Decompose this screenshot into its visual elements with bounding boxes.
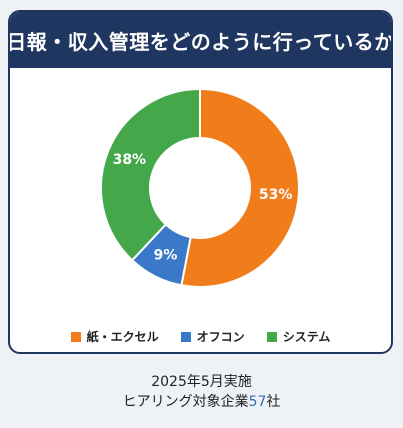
slice-label-system: 38% (113, 152, 147, 168)
legend-label-office-computer: オフコン (196, 330, 245, 344)
legend-item-paper-excel: 紙・エクセル (70, 328, 159, 345)
survey-sample-prefix: ヒアリング対象企業 (122, 394, 249, 410)
chart-legend: 紙・エクセル オフコン システム (10, 328, 391, 345)
chart-title: 日報・収入管理をどのように行っているか (8, 29, 393, 54)
survey-sample: ヒアリング対象企業57社 (0, 392, 403, 412)
slice-system (100, 87, 201, 262)
survey-footer: 2025年5月実施 ヒアリング対象企業57社 (0, 372, 403, 412)
donut-chart: 53% 9% 38% (100, 87, 300, 288)
chart-area: 53% 9% 38% (10, 68, 391, 318)
slice-label-paper-excel: 53% (259, 187, 293, 203)
legend-swatch-system (266, 331, 277, 342)
chart-card: 日報・収入管理をどのように行っているか 53% 9% 38% 紙・エクセル オフコン… (8, 10, 393, 354)
survey-date: 2025年5月実施 (151, 374, 252, 390)
survey-sample-count: 57 (248, 394, 267, 410)
legend-label-paper-excel: 紙・エクセル (86, 330, 159, 344)
slice-label-office-computer: 9% (154, 248, 178, 264)
legend-swatch-office-computer (180, 331, 191, 342)
legend-label-system: システム (282, 330, 331, 344)
chart-header: 日報・収入管理をどのように行っているか (10, 12, 391, 68)
slice-paper-excel (180, 87, 300, 288)
survey-sample-suffix: 社 (266, 394, 281, 410)
legend-item-office-computer: オフコン (180, 328, 245, 345)
legend-item-system: システム (266, 328, 331, 345)
legend-swatch-paper-excel (70, 331, 81, 342)
